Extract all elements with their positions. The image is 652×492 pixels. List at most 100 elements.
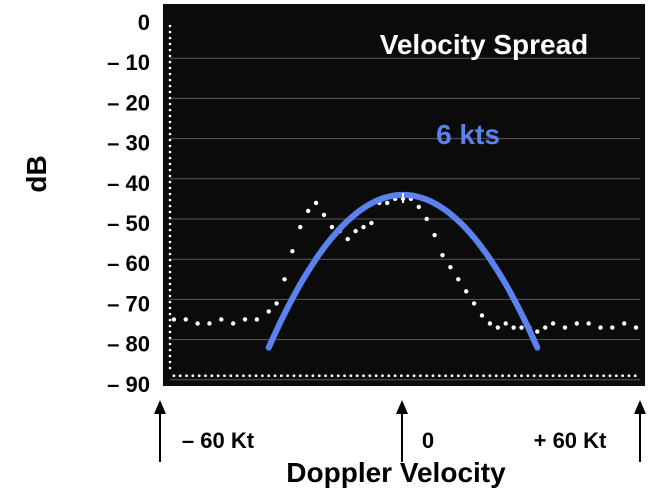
- axis-trace-dot: [168, 330, 172, 334]
- axis-trace-dot: [168, 234, 172, 238]
- axis-trace-dot: [168, 306, 172, 310]
- axis-trace-dot: [168, 366, 172, 370]
- noise-floor-point: [362, 374, 365, 378]
- axis-trace-dot: [168, 246, 172, 250]
- spectrum-point: [610, 325, 615, 330]
- noise-floor-point: [437, 374, 441, 378]
- spectrum-point: [574, 321, 579, 326]
- spectrum-point: [313, 200, 319, 206]
- axis-trace-dot: [168, 132, 172, 136]
- spectrum-point: [432, 232, 437, 238]
- axis-trace-dot: [168, 312, 172, 316]
- noise-floor-point: [229, 374, 233, 378]
- spectrum-point: [266, 309, 271, 314]
- axis-trace-dot: [168, 36, 172, 40]
- axis-trace-dot: [168, 96, 172, 100]
- spectrum-point: [562, 325, 568, 330]
- noise-floor-point: [197, 374, 201, 378]
- noise-floor-point: [223, 374, 226, 378]
- spectrum-point: [329, 224, 335, 230]
- noise-floor-point: [273, 374, 277, 378]
- grid-lines: [170, 57, 640, 381]
- spectrum-point: [416, 204, 421, 210]
- axis-trace-dot: [168, 216, 172, 220]
- axis-trace-dot: [168, 162, 172, 166]
- noise-floor-point: [488, 374, 492, 378]
- spectrum-point: [471, 301, 477, 306]
- noise-floor-point: [349, 374, 353, 378]
- noise-floor-point: [355, 374, 359, 378]
- axis-trace-dot: [168, 210, 172, 214]
- x-tick-arrow: [634, 400, 646, 462]
- noise-floor-point: [482, 374, 485, 378]
- spectrum-point: [424, 216, 429, 222]
- axis-trace-dot: [168, 138, 172, 142]
- noise-floor-point: [393, 374, 397, 378]
- axis-trace-dot: [168, 114, 172, 118]
- axis-trace-dot: [168, 72, 172, 76]
- noise-floor-point: [558, 374, 561, 378]
- x-tick-label: + 60 Kt: [534, 428, 607, 453]
- noise-floor-point: [501, 374, 504, 378]
- noise-floor-point: [595, 374, 599, 378]
- y-tick-label: – 20: [107, 90, 150, 115]
- axis-trace-dot: [168, 276, 172, 280]
- x-tick-label: 0: [422, 428, 434, 453]
- noise-floor-point: [551, 374, 555, 378]
- spectrum-point: [230, 321, 236, 326]
- y-tick-label: – 70: [107, 291, 150, 316]
- spectrum-point: [306, 208, 311, 214]
- noise-floor-point: [178, 374, 182, 378]
- spectrum-point: [464, 289, 469, 294]
- spectrum-point: [586, 321, 591, 326]
- x-axis-label: Doppler Velocity: [286, 457, 506, 488]
- axis-trace-dot: [168, 180, 172, 184]
- axis-trace-dot: [168, 126, 172, 130]
- spectrum-point: [274, 301, 279, 306]
- noise-floor-point: [621, 374, 625, 378]
- axis-trace-dot: [168, 192, 172, 196]
- spectrum-point: [456, 277, 461, 282]
- axis-trace-dot: [168, 144, 172, 148]
- spectrum-point: [353, 228, 358, 234]
- spectrum-point: [242, 317, 248, 322]
- axis-trace-dot: [168, 108, 172, 112]
- noise-floor-point: [336, 374, 340, 378]
- axis-trace-dot: [168, 336, 172, 340]
- noise-floor-point: [298, 374, 302, 378]
- axis-trace-dot: [168, 186, 172, 190]
- x-tick-labels: – 60 Kt 0 + 60 Kt: [182, 428, 607, 453]
- y-tick-label: – 10: [107, 50, 150, 75]
- noise-floor-point: [418, 374, 422, 378]
- noise-floor-point: [412, 374, 416, 378]
- axis-trace-dot: [168, 66, 172, 70]
- spectrum-point: [622, 321, 627, 326]
- spectrum-point: [598, 325, 603, 330]
- axis-trace-dot: [168, 174, 172, 178]
- spectrum-point: [550, 321, 556, 326]
- noise-floor-point: [381, 374, 384, 378]
- y-tick-labels: 0 – 10 – 20 – 30 – 40 – 50 – 60 – 70 – 80 – 90: [107, 10, 150, 397]
- y-tick-label: – 30: [107, 131, 150, 156]
- axis-trace-dot: [168, 360, 172, 364]
- noise-floor-point: [608, 374, 612, 378]
- y-tick-label: – 80: [107, 332, 150, 357]
- noise-floor-point: [286, 374, 290, 378]
- noise-floor-point: [450, 374, 454, 378]
- x-tick-label: – 60 Kt: [182, 428, 255, 453]
- noise-floor-point: [627, 374, 631, 378]
- axis-trace-dot: [168, 222, 172, 226]
- noise-floor-point: [614, 374, 618, 378]
- x-tick-arrow: [154, 400, 166, 462]
- noise-floor-point: [507, 374, 511, 378]
- noise-floor-point: [444, 374, 448, 378]
- noise-floor-point: [475, 374, 479, 378]
- axis-trace-dot: [168, 102, 172, 106]
- noise-floor-point: [374, 374, 378, 378]
- noise-floor-point: [400, 374, 403, 378]
- axis-trace-dot: [168, 324, 172, 328]
- noise-floor-point: [583, 374, 587, 378]
- noise-floor-point: [311, 374, 315, 378]
- axis-trace-dot: [168, 318, 172, 322]
- chart-title: Velocity Spread: [380, 29, 589, 60]
